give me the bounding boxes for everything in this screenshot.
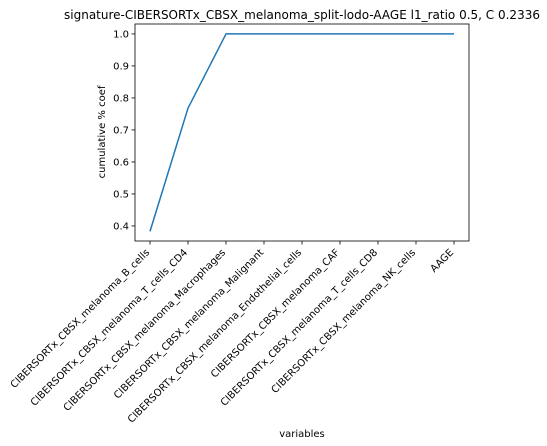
y-tick-label: 0.4	[113, 221, 129, 232]
x-tick-label: AAGE	[429, 247, 456, 274]
plot-area: 0.4 0.5 0.6 0.7 0.8 0.9 1.0 CIBERSORTx_CBSX_mel…	[9, 23, 470, 425]
x-axis-label: variables	[279, 429, 325, 440]
y-tick-label: 0.6	[113, 157, 129, 168]
y-tick-label: 0.7	[113, 125, 129, 136]
chart-title: signature-CIBERSORTx_CBSX_melanoma_split…	[64, 8, 540, 22]
x-tick-label: CIBERSORTx_CBSX_melanoma_Endothelial_cel…	[126, 247, 304, 425]
series-line	[149, 33, 454, 232]
y-axis-label: cumulative % coef	[97, 85, 108, 178]
x-tick-label: CIBERSORTx_CBSX_melanoma_Macrophages	[62, 247, 228, 413]
x-tick-label: CIBERSORTx_CBSX_melanoma_B_cells	[9, 247, 152, 390]
plot-frame	[134, 23, 470, 242]
y-tick-label: 0.9	[113, 61, 129, 72]
y-tick-label: 1.0	[113, 29, 129, 40]
y-tick-label: 0.5	[113, 189, 129, 200]
y-tick-label: 0.8	[113, 93, 129, 104]
x-tick-label: CIBERSORTx_CBSX_melanoma_NK_cells	[270, 247, 418, 395]
